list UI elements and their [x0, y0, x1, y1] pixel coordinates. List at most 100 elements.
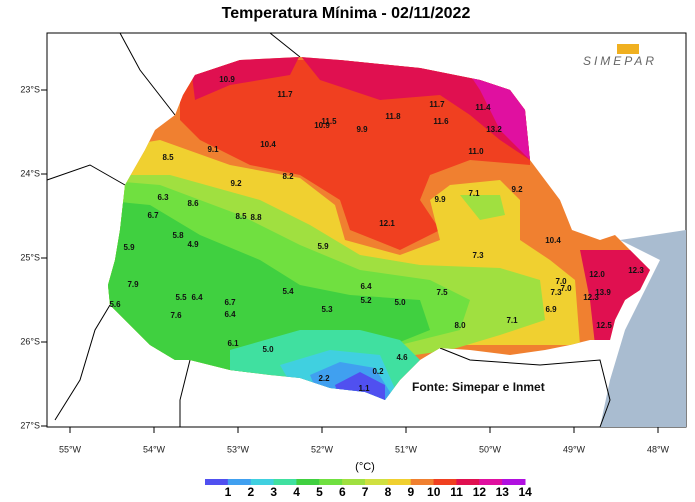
- legend-swatch: [205, 479, 229, 485]
- station-value: 7.1: [468, 189, 480, 198]
- lon-label: 50°W: [479, 444, 502, 454]
- station-value: 9.2: [511, 185, 523, 194]
- legend-unit: (°C): [355, 461, 375, 473]
- station-value: 7.5: [436, 288, 448, 297]
- logo: SIMEPAR: [583, 54, 657, 68]
- station-value: 6.9: [545, 305, 557, 314]
- legend-label: 10: [427, 485, 441, 499]
- lon-label: 49°W: [563, 444, 586, 454]
- station-value: 6.4: [191, 293, 203, 302]
- ocean: [600, 230, 686, 427]
- lat-label: 24°S: [20, 168, 40, 178]
- station-value: 7.1: [506, 316, 518, 325]
- station-value: 7.0: [560, 284, 572, 293]
- station-value: 9.1: [207, 145, 219, 154]
- logo-mark: [617, 44, 639, 54]
- station-value: 10.4: [545, 236, 561, 245]
- lon-label: 53°W: [227, 444, 250, 454]
- station-value: 11.7: [429, 100, 445, 109]
- legend-label: 11: [450, 485, 463, 499]
- legend-swatch: [479, 479, 503, 485]
- station-value: 2.2: [318, 374, 330, 383]
- legend-label: 6: [339, 485, 346, 499]
- station-value: 1.1: [358, 384, 370, 393]
- station-value: 11.5: [321, 117, 337, 126]
- legend-swatch: [433, 479, 457, 485]
- legend-swatch: [502, 479, 526, 485]
- station-value: 13.2: [486, 125, 502, 134]
- station-value: 6.1: [227, 339, 239, 348]
- borders: [46, 32, 611, 428]
- legend-swatch: [296, 479, 320, 485]
- legend: 1 2 3 4 5 6 7 8 9 10 11 12 13 14: [205, 479, 532, 499]
- station-value: 8.6: [187, 199, 199, 208]
- station-value: 11.6: [433, 117, 449, 126]
- station-value: 5.3: [321, 305, 333, 314]
- lat-label: 23°S: [20, 84, 40, 94]
- lon-label: 48°W: [647, 444, 670, 454]
- station-value: 5.4: [282, 287, 294, 296]
- station-value: 12.3: [628, 266, 644, 275]
- legend-label: 3: [270, 485, 277, 499]
- axes: 23°S 24°S 25°S 26°S 27°S 55°W 54°W 53°W 52°W 51°W…: [20, 84, 669, 454]
- legend-swatch: [365, 479, 389, 485]
- station-value: 11.8: [385, 112, 401, 121]
- legend-swatch: [410, 479, 435, 485]
- legend-label: 4: [293, 485, 300, 499]
- station-value: 10.9: [314, 121, 330, 130]
- station-value: 13.9: [595, 288, 611, 297]
- station-value: 7.0: [555, 277, 567, 286]
- station-value: 7.3: [550, 288, 562, 297]
- station-value: 8.5: [162, 153, 174, 162]
- legend-swatch: [456, 479, 480, 485]
- station-value: 12.5: [596, 321, 612, 330]
- station-value: 5.8: [172, 231, 184, 240]
- lon-label: 54°W: [143, 444, 166, 454]
- station-value: 5.6: [109, 300, 121, 309]
- station-value: 5.9: [123, 243, 135, 252]
- legend-label: 13: [496, 485, 510, 499]
- lon-label: 52°W: [311, 444, 334, 454]
- station-value: 11.0: [468, 147, 484, 156]
- legend-swatch: [250, 479, 275, 485]
- station-value: 12.0: [589, 270, 605, 279]
- station-value: 5.0: [262, 345, 274, 354]
- station-value: 5.2: [360, 296, 372, 305]
- legend-swatch: [273, 479, 297, 485]
- legend-label: 14: [518, 485, 532, 499]
- legend-label: 2: [248, 485, 255, 499]
- station-value: 11.7: [277, 90, 293, 99]
- legend-label: 5: [316, 485, 323, 499]
- station-value: 9.9: [434, 195, 446, 204]
- station-value: 9.2: [230, 179, 242, 188]
- legend-swatch: [227, 479, 252, 485]
- legend-swatch: [387, 479, 412, 485]
- legend-label: 12: [473, 485, 487, 499]
- station-value: 6.4: [224, 310, 236, 319]
- station-value: 7.3: [472, 251, 484, 260]
- station-value: 6.7: [224, 298, 236, 307]
- station-value: 4.9: [187, 240, 199, 249]
- lon-label: 55°W: [59, 444, 82, 454]
- station-value: 5.0: [394, 298, 406, 307]
- stations: 10.911.711.510.9 9.911.811.7 11.411.613.21…: [109, 75, 644, 393]
- station-value: 5.5: [175, 293, 187, 302]
- legend-label: 1: [225, 485, 232, 499]
- station-value: 11.4: [475, 103, 491, 112]
- station-value: 8.8: [250, 213, 262, 222]
- station-value: 6.4: [360, 282, 372, 291]
- lat-label: 26°S: [20, 336, 40, 346]
- lon-label: 51°W: [395, 444, 418, 454]
- legend-swatch: [319, 479, 343, 485]
- station-value: 7.6: [170, 311, 182, 320]
- station-value: 12.1: [379, 219, 395, 228]
- station-value: 12.3: [583, 293, 599, 302]
- lat-label: 27°S: [20, 420, 40, 430]
- station-value: 8.0: [454, 321, 466, 330]
- lat-label: 25°S: [20, 252, 40, 262]
- legend-label: 8: [385, 485, 392, 499]
- station-value: 8.5: [235, 212, 247, 221]
- station-value: 0.2: [372, 367, 384, 376]
- station-value: 7.9: [127, 280, 139, 289]
